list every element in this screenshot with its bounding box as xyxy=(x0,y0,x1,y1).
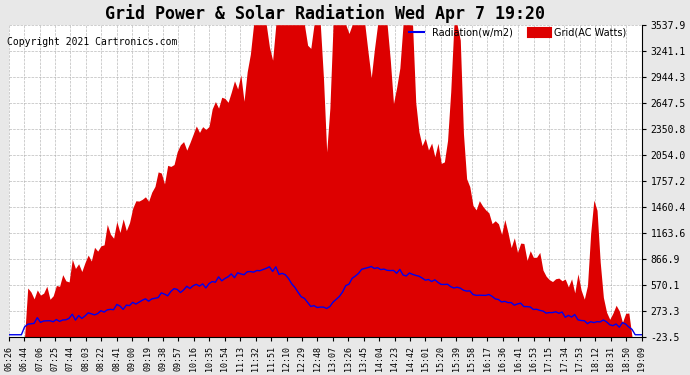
Title: Grid Power & Solar Radiation Wed Apr 7 19:20: Grid Power & Solar Radiation Wed Apr 7 1… xyxy=(105,4,545,23)
Legend: Radiation(w/m2), Grid(AC Watts): Radiation(w/m2), Grid(AC Watts) xyxy=(405,23,631,41)
Text: Copyright 2021 Cartronics.com: Copyright 2021 Cartronics.com xyxy=(7,37,177,47)
